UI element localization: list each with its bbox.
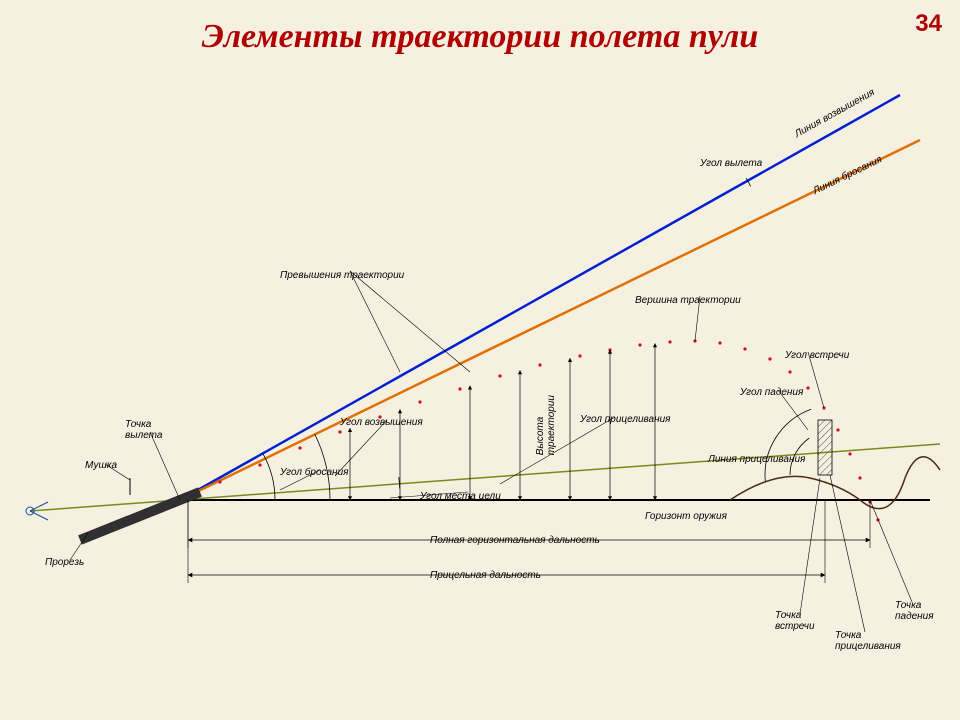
- label-h_traj: Высотатраектории: [535, 395, 557, 455]
- label-angle_fall: Угол падения: [740, 387, 803, 398]
- label-angle_elev: Угол возвышения: [340, 417, 423, 428]
- label-excess: Превышения траектории: [280, 270, 404, 281]
- label-line_aim: Линия прицеливания: [708, 454, 805, 465]
- label-full_range: Полная горизонтальная дальность: [430, 535, 600, 546]
- label-angle_exit: Угол вылета: [700, 158, 762, 169]
- label-pt_aim: Точкаприцеливания: [835, 630, 901, 652]
- label-angle_aim: Угол прицеливания: [580, 414, 671, 425]
- label-pt_fall: Точкападения: [895, 600, 934, 622]
- label-angle_throw: Угол бросания: [280, 467, 348, 478]
- label-angle_meet: Угол встречи: [785, 350, 849, 361]
- label-slit: Прорезь: [45, 557, 84, 568]
- label-pt_meet: Точкавстречи: [775, 610, 815, 632]
- label-aim_range: Прицельная дальность: [430, 570, 541, 581]
- label-horizon: Горизонт оружия: [645, 511, 727, 522]
- label-apex: Вершина траектории: [635, 295, 741, 306]
- label-dep_point: Точкавылета: [125, 419, 162, 441]
- label-sight: Мушка: [85, 460, 117, 471]
- label-angle_place: Угол места цели: [420, 491, 501, 502]
